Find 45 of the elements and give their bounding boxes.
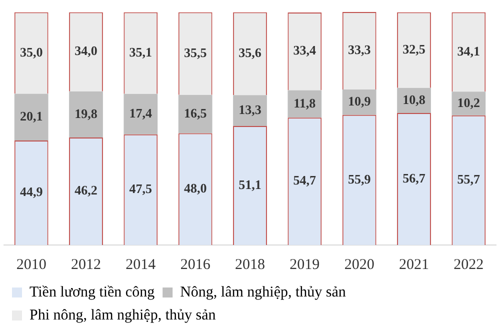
legend-label: Nông, lâm nghiệp, thủy sản <box>180 284 346 300</box>
bar <box>14 94 48 140</box>
x-tick-label: 2021 <box>399 256 429 273</box>
data-label: 10,2 <box>457 94 480 110</box>
data-label: 33,4 <box>293 42 317 58</box>
data-label: 54,7 <box>293 172 317 188</box>
bar <box>288 90 322 118</box>
data-label: 35,1 <box>129 44 152 60</box>
data-label: 19,8 <box>74 106 98 121</box>
data-label: 32,5 <box>402 41 426 56</box>
data-label: 33,3 <box>348 42 372 58</box>
data-label: 34,0 <box>74 43 98 58</box>
data-label: 56,7 <box>402 170 426 186</box>
data-label: 35,5 <box>184 44 208 60</box>
data-label: 48,0 <box>184 180 207 196</box>
bar <box>124 94 158 134</box>
data-label: 55,9 <box>348 171 372 186</box>
data-label: 20,1 <box>20 108 43 124</box>
x-tick-label: 2012 <box>71 256 101 273</box>
data-label: 35,6 <box>238 45 262 60</box>
data-label: 46,2 <box>74 182 98 198</box>
data-label: 51,1 <box>238 176 262 192</box>
data-label: 34,1 <box>457 43 480 58</box>
x-tick-label: 2020 <box>344 256 374 273</box>
data-label: 17,4 <box>129 106 153 121</box>
data-label: 11,8 <box>294 95 316 110</box>
data-label: 10,9 <box>348 94 372 109</box>
data-label: 35,0 <box>20 44 43 60</box>
data-label: 10,8 <box>402 92 426 107</box>
data-label: 47,5 <box>129 181 153 196</box>
x-tick-label: 2010 <box>16 256 46 273</box>
data-label: 13,3 <box>238 102 262 117</box>
bar <box>69 91 103 138</box>
legend-label: Tiền lương tiền công <box>30 284 156 300</box>
data-label: 44,9 <box>20 184 44 200</box>
x-tick-label: 2019 <box>290 256 320 273</box>
x-tick-label: 2022 <box>454 256 484 273</box>
bar <box>233 95 267 126</box>
x-tick-label: 2016 <box>180 256 211 273</box>
x-tick-label: 2018 <box>235 256 265 273</box>
legend-label: Phi nông, lâm nghiệp, thủy sản <box>30 307 216 324</box>
x-tick-label: 2014 <box>126 256 156 273</box>
data-label: 16,5 <box>184 105 208 120</box>
bar <box>178 94 212 134</box>
data-label: 55,7 <box>457 172 481 187</box>
